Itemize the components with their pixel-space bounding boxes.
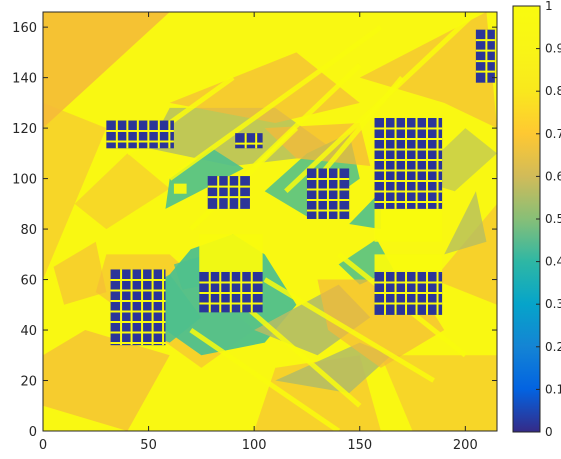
y-tick-label: 120 bbox=[12, 122, 37, 137]
axes-box bbox=[42, 11, 498, 432]
colorbar-tick-label: 0.8 bbox=[545, 84, 561, 98]
y-axis: 0 20 40 60 80 100 120 140 160 bbox=[12, 21, 497, 440]
y-tick-label: 60 bbox=[20, 274, 37, 289]
y-tick-label: 100 bbox=[12, 173, 37, 188]
heatmap-texture-region bbox=[43, 330, 170, 431]
heatmap-bright-patch bbox=[374, 254, 443, 272]
low-value-block bbox=[207, 176, 250, 209]
heatmap-texture-region bbox=[43, 12, 170, 129]
colorbar-tick-label: 0 bbox=[545, 425, 553, 439]
colorbar-tick-label: 0.5 bbox=[545, 212, 561, 226]
heatmap-texture-region bbox=[359, 12, 497, 129]
plot-area bbox=[43, 12, 497, 431]
colorbar: 0 0.1 0.2 0.3 0.4 0.5 0.6 0.7 0.8 0.9 1 bbox=[512, 0, 561, 439]
colorbar-tick-label: 0.6 bbox=[545, 169, 561, 183]
heatmap-streak bbox=[189, 327, 341, 431]
heatmap-texture-region bbox=[380, 355, 497, 431]
x-tick-label: 200 bbox=[453, 438, 478, 453]
heatmap-texture-region bbox=[74, 153, 170, 230]
heatmap-texture-region bbox=[444, 191, 487, 255]
heatmap-texture-region bbox=[349, 191, 381, 230]
heatmap-texture-region bbox=[53, 241, 107, 305]
colorbar-gradient bbox=[512, 5, 541, 433]
colorbar-tick-label: 0.4 bbox=[545, 255, 561, 269]
low-value-block-fill bbox=[235, 133, 263, 149]
y-tick-label: 0 bbox=[29, 425, 37, 440]
colorbar-tick-label: 0.2 bbox=[545, 340, 561, 354]
colorbar-tick-label: 1 bbox=[545, 0, 553, 13]
heatmap-texture-region bbox=[169, 52, 360, 124]
low-value-block bbox=[306, 168, 350, 219]
heatmap-texture-region bbox=[43, 102, 107, 280]
low-value-block bbox=[199, 271, 263, 313]
colorbar-tick-label: 0.7 bbox=[545, 127, 561, 141]
x-tick-label: 0 bbox=[39, 438, 47, 453]
low-value-block bbox=[235, 133, 263, 149]
colorbar-tick-label: 0.9 bbox=[545, 42, 561, 56]
heatmap-bright-patch bbox=[173, 183, 187, 194]
x-axis: 0 50 100 150 200 bbox=[39, 12, 478, 453]
colorbar-tick-label: 0.1 bbox=[545, 382, 561, 396]
low-value-block bbox=[106, 120, 174, 149]
colorbar-tick-label: 0.3 bbox=[545, 297, 561, 311]
heatmap-bright-patch bbox=[374, 208, 443, 242]
low-value-block bbox=[475, 29, 495, 83]
heatmap-streak bbox=[263, 277, 435, 383]
x-tick-label: 50 bbox=[140, 438, 157, 453]
heatmap-texture-region bbox=[275, 342, 392, 394]
heatmap-streak bbox=[168, 25, 383, 181]
x-tick-label: 100 bbox=[242, 438, 267, 453]
y-tick-label: 20 bbox=[20, 375, 37, 390]
heatmap-streak bbox=[315, 76, 404, 181]
y-tick-label: 40 bbox=[20, 324, 37, 339]
y-tick-label: 140 bbox=[12, 72, 37, 87]
x-tick-label: 150 bbox=[347, 438, 372, 453]
heatmap-streak bbox=[241, 302, 362, 408]
y-tick-label: 80 bbox=[20, 223, 37, 238]
low-value-block bbox=[374, 118, 443, 209]
heatmap-bright-patch bbox=[199, 234, 263, 272]
y-tick-label: 160 bbox=[12, 21, 37, 36]
low-value-block bbox=[374, 271, 443, 315]
low-value-block bbox=[110, 269, 166, 346]
